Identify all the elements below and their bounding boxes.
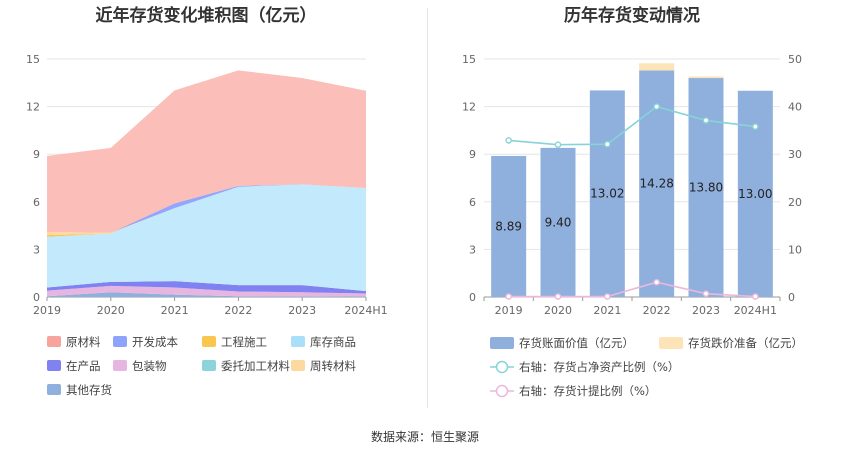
left-y-tick-label: 12 [26, 101, 40, 114]
legend-label: 存货账面价值（亿元） [519, 336, 634, 350]
right-y-tick-label: 12 [462, 101, 476, 114]
right-y-tick-label: 6 [469, 196, 476, 209]
bar-impairment [639, 63, 675, 71]
left-y-tick-label: 6 [33, 196, 40, 209]
bar-data-label: 9.40 [545, 215, 572, 229]
bar-impairment [688, 76, 724, 79]
legend-label: 库存商品 [310, 335, 356, 349]
line-point [604, 140, 611, 148]
legend-swatch [291, 336, 305, 347]
line-point [604, 293, 611, 300]
area-series [47, 285, 366, 297]
line-point [702, 290, 710, 297]
left-x-tick-label: 2021 [161, 304, 189, 317]
line-point [653, 103, 660, 110]
legend-label: 委托加工材料 [221, 359, 290, 373]
legend-label: 在产品 [66, 359, 101, 373]
right-x-tick-label: 2022 [643, 304, 671, 317]
line-series [508, 105, 756, 146]
line-point [752, 123, 759, 130]
right-y2-tick-label: 20 [788, 196, 802, 209]
legend-swatch [202, 336, 216, 347]
left-x-tick-label: 2020 [97, 304, 125, 317]
line-point [702, 117, 710, 124]
bar-data-label: 14.28 [639, 177, 673, 191]
legend-label: 右轴：存货占净资产比例（%） [519, 360, 679, 374]
area-series [47, 70, 366, 233]
right-y-tick-label: 9 [469, 148, 476, 161]
legend-swatch [291, 360, 305, 371]
right-y2-tick-label: 40 [788, 101, 802, 114]
legend-swatch [659, 337, 683, 349]
bar-book-value [491, 155, 527, 297]
right-y2-tick-label: 30 [788, 148, 802, 161]
bar-data-label: 13.00 [738, 187, 772, 201]
legend-label: 右轴：存货计提比例（%） [519, 384, 656, 398]
left-x-tick-label: 2024H1 [344, 304, 387, 317]
right-x-tick-label: 2024H1 [734, 304, 777, 317]
legend-swatch [47, 336, 61, 347]
legend-swatch [113, 336, 127, 347]
legend-swatch-marker [495, 360, 509, 374]
bar-data-label: 13.80 [689, 181, 723, 195]
legend-label: 其他存货 [66, 383, 112, 397]
line-series [508, 281, 756, 298]
bar-book-value [688, 78, 724, 297]
legend-swatch [202, 360, 216, 371]
legend-swatch-marker [495, 384, 509, 398]
legend-label: 开发成本 [132, 335, 178, 349]
legend-label: 存货跌价准备（亿元） [688, 336, 803, 350]
left-chart-title: 近年存货变化堆积图（亿元） [96, 5, 317, 26]
right-x-tick-label: 2019 [495, 304, 523, 317]
right-y-tick-label: 0 [469, 291, 476, 304]
left-y-tick-label: 3 [33, 243, 40, 256]
left-x-tick-label: 2022 [224, 304, 252, 317]
legend-swatch [113, 360, 127, 371]
legend-swatch [490, 337, 514, 349]
right-y2-tick-label: 0 [788, 291, 795, 304]
data-source-note: 数据来源：恒生聚源 [370, 430, 479, 444]
bar-data-label: 8.89 [495, 219, 522, 233]
area-series [47, 281, 366, 294]
bar-data-label: 13.02 [590, 187, 624, 201]
left-x-tick-label: 2019 [33, 304, 61, 317]
right-x-tick-label: 2023 [692, 304, 720, 317]
legend-label: 原材料 [66, 335, 101, 349]
right-x-tick-label: 2020 [544, 304, 572, 317]
line-point [554, 141, 562, 148]
right-y-tick-label: 3 [469, 243, 476, 256]
line-point [653, 278, 660, 286]
left-x-tick-label: 2023 [288, 304, 316, 317]
line-point [505, 293, 512, 300]
bar-book-value [589, 90, 625, 297]
line-point [752, 293, 759, 300]
left-y-tick-label: 15 [26, 53, 40, 66]
right-y2-tick-label: 50 [788, 53, 802, 66]
panel-divider [427, 8, 428, 408]
right-y2-tick-label: 10 [788, 243, 802, 256]
right-chart-title: 历年存货变动情况 [564, 5, 700, 26]
line-point [505, 137, 512, 144]
area-series [47, 184, 366, 292]
legend-swatch [47, 360, 61, 371]
legend-label: 工程施工 [221, 335, 267, 349]
legend-swatch [47, 384, 61, 395]
bar-book-value [540, 147, 576, 297]
legend-label: 包装物 [132, 359, 167, 373]
legend-label: 周转材料 [310, 359, 356, 373]
line-point [554, 293, 562, 300]
right-y-tick-label: 15 [462, 53, 476, 66]
area-series [47, 292, 366, 297]
left-y-tick-label: 0 [33, 291, 40, 304]
right-x-tick-label: 2021 [593, 304, 621, 317]
left-y-tick-label: 9 [33, 148, 40, 161]
